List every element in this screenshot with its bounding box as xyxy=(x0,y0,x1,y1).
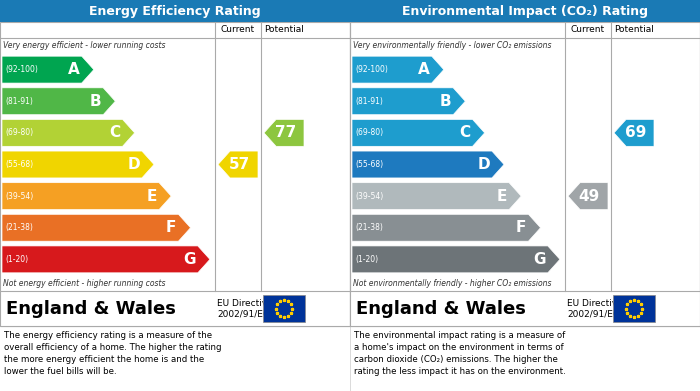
Polygon shape xyxy=(352,214,540,241)
Text: 77: 77 xyxy=(274,126,296,140)
Text: EU Directive
2002/91/EC: EU Directive 2002/91/EC xyxy=(217,299,273,318)
Text: C: C xyxy=(109,126,120,140)
Text: (81-91): (81-91) xyxy=(355,97,383,106)
Text: B: B xyxy=(90,94,102,109)
Text: (39-54): (39-54) xyxy=(355,192,384,201)
Text: B: B xyxy=(440,94,452,109)
Text: England & Wales: England & Wales xyxy=(356,300,526,317)
Text: D: D xyxy=(477,157,490,172)
Polygon shape xyxy=(218,151,258,178)
Text: Very environmentally friendly - lower CO₂ emissions: Very environmentally friendly - lower CO… xyxy=(353,41,552,50)
FancyBboxPatch shape xyxy=(613,295,655,322)
FancyBboxPatch shape xyxy=(263,295,305,322)
Polygon shape xyxy=(614,119,654,146)
Text: Potential: Potential xyxy=(614,25,654,34)
Text: England & Wales: England & Wales xyxy=(6,300,176,317)
Text: (21-38): (21-38) xyxy=(355,223,383,232)
Text: G: G xyxy=(183,252,196,267)
Polygon shape xyxy=(2,56,94,83)
Polygon shape xyxy=(352,151,504,178)
Text: D: D xyxy=(127,157,140,172)
Text: A: A xyxy=(68,62,80,77)
Text: The environmental impact rating is a measure of
a home's impact on the environme: The environmental impact rating is a mea… xyxy=(354,331,566,377)
Text: (92-100): (92-100) xyxy=(5,65,38,74)
Polygon shape xyxy=(2,88,116,115)
Polygon shape xyxy=(2,119,134,146)
Text: (69-80): (69-80) xyxy=(355,128,383,137)
Text: 57: 57 xyxy=(229,157,250,172)
Text: Current: Current xyxy=(221,25,255,34)
Text: (55-68): (55-68) xyxy=(355,160,383,169)
Polygon shape xyxy=(568,183,608,210)
Polygon shape xyxy=(2,183,172,210)
Polygon shape xyxy=(2,246,210,273)
Text: (81-91): (81-91) xyxy=(5,97,33,106)
FancyBboxPatch shape xyxy=(350,22,700,326)
Text: Energy Efficiency Rating: Energy Efficiency Rating xyxy=(89,5,261,18)
Text: G: G xyxy=(533,252,546,267)
Text: (21-38): (21-38) xyxy=(5,223,33,232)
Text: Environmental Impact (CO₂) Rating: Environmental Impact (CO₂) Rating xyxy=(402,5,648,18)
FancyBboxPatch shape xyxy=(0,291,350,326)
Polygon shape xyxy=(2,151,154,178)
Polygon shape xyxy=(352,119,484,146)
Text: F: F xyxy=(166,220,176,235)
FancyBboxPatch shape xyxy=(0,22,350,326)
Text: EU Directive
2002/91/EC: EU Directive 2002/91/EC xyxy=(567,299,623,318)
Text: 49: 49 xyxy=(579,188,600,204)
Text: (69-80): (69-80) xyxy=(5,128,33,137)
Polygon shape xyxy=(352,183,522,210)
FancyBboxPatch shape xyxy=(0,0,350,22)
Text: Potential: Potential xyxy=(264,25,304,34)
Text: E: E xyxy=(497,188,507,204)
Text: A: A xyxy=(418,62,430,77)
Text: Not environmentally friendly - higher CO₂ emissions: Not environmentally friendly - higher CO… xyxy=(353,279,552,288)
Text: (55-68): (55-68) xyxy=(5,160,33,169)
Text: The energy efficiency rating is a measure of the
overall efficiency of a home. T: The energy efficiency rating is a measur… xyxy=(4,331,221,377)
Polygon shape xyxy=(352,88,466,115)
Text: C: C xyxy=(459,126,470,140)
Text: Not energy efficient - higher running costs: Not energy efficient - higher running co… xyxy=(3,279,165,288)
Polygon shape xyxy=(352,246,560,273)
Text: E: E xyxy=(147,188,157,204)
Text: Current: Current xyxy=(571,25,605,34)
Text: (92-100): (92-100) xyxy=(355,65,388,74)
Text: Very energy efficient - lower running costs: Very energy efficient - lower running co… xyxy=(3,41,165,50)
FancyBboxPatch shape xyxy=(350,0,700,22)
Polygon shape xyxy=(352,56,444,83)
Text: 69: 69 xyxy=(624,126,646,140)
FancyBboxPatch shape xyxy=(350,291,700,326)
Text: (1-20): (1-20) xyxy=(5,255,28,264)
Text: F: F xyxy=(516,220,526,235)
Polygon shape xyxy=(2,214,190,241)
Text: (39-54): (39-54) xyxy=(5,192,34,201)
Text: (1-20): (1-20) xyxy=(355,255,378,264)
Polygon shape xyxy=(264,119,304,146)
